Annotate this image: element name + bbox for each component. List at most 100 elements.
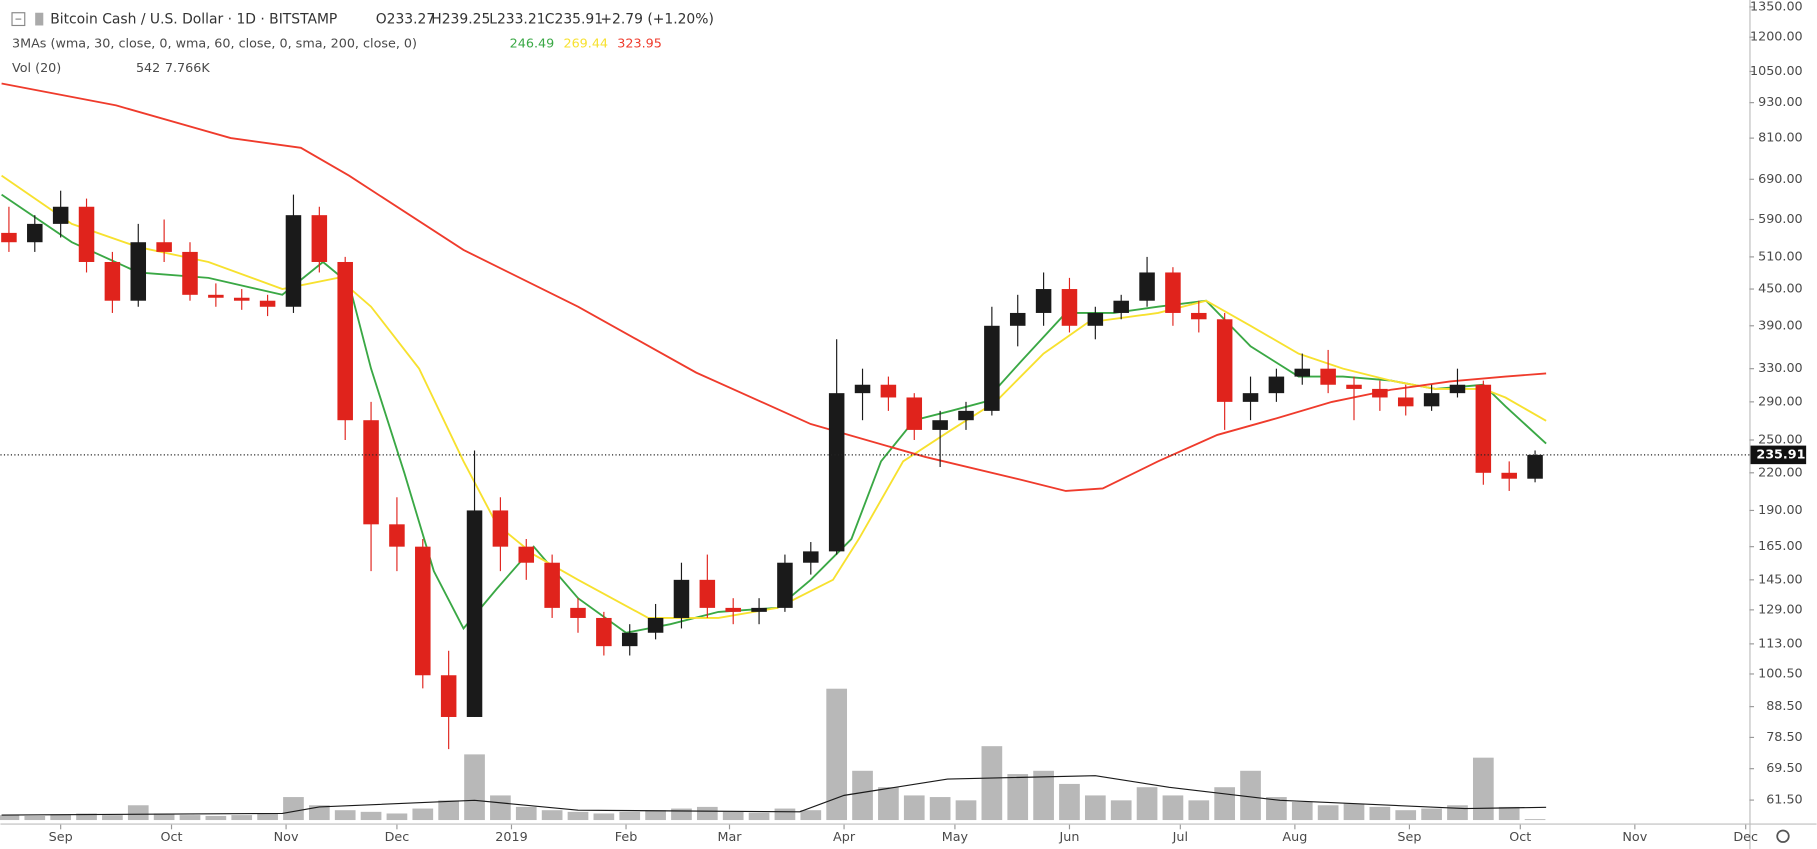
y-tick-label: 165.00 xyxy=(1758,539,1803,554)
candle-body xyxy=(492,510,509,547)
volume-bar xyxy=(826,688,848,821)
volume-bar xyxy=(981,746,1003,821)
collapse-icon[interactable] xyxy=(11,12,26,27)
candle-body xyxy=(104,261,121,301)
price-change: +2.79 (+1.20%) xyxy=(600,12,713,28)
x-tick-label: Apr xyxy=(833,830,856,845)
candle-body xyxy=(1139,272,1155,301)
y-tick-label: 290.00 xyxy=(1758,394,1803,409)
volume-bar xyxy=(0,815,20,821)
moving-average-line xyxy=(1,193,1547,634)
volume-title[interactable]: Vol (20) xyxy=(12,61,61,76)
candle-body xyxy=(311,215,328,262)
x-tick-label: 2019 xyxy=(495,830,527,845)
y-tick-label: 930.00 xyxy=(1758,95,1803,110)
volume-ma-value: 7.766K xyxy=(165,61,210,76)
volume-bar xyxy=(1033,770,1054,821)
y-tick-label: 450.00 xyxy=(1758,282,1803,297)
candle-body xyxy=(1035,289,1052,313)
candle-body xyxy=(1294,368,1311,377)
moving-average-line xyxy=(1,174,1547,619)
volume-bar xyxy=(903,795,925,821)
y-tick-label: 690.00 xyxy=(1758,172,1803,187)
candle-body xyxy=(725,607,741,612)
x-tick-label: Sep xyxy=(1397,830,1421,845)
last-price-tag xyxy=(1750,445,1807,465)
volume-bar xyxy=(955,800,977,821)
indicator-title[interactable]: 3MAs (wma, 30, close, 0, wma, 60, close,… xyxy=(12,37,417,52)
volume-bar xyxy=(50,814,72,821)
volume-bar xyxy=(153,813,175,821)
y-tick-label: 220.00 xyxy=(1758,465,1803,480)
x-tick-label: May xyxy=(942,830,969,845)
volume-bar xyxy=(515,806,537,821)
settings-icon[interactable] xyxy=(1776,829,1790,843)
indicator-value: 323.95 xyxy=(617,37,662,52)
volume-bar xyxy=(878,787,899,821)
volume-bar xyxy=(179,815,201,821)
candle-body xyxy=(854,384,871,394)
volume-bar xyxy=(438,800,460,821)
candle-body xyxy=(1320,368,1336,385)
candle-body xyxy=(621,632,638,647)
y-tick-label: 1200.00 xyxy=(1750,30,1803,45)
x-tick-label: Mar xyxy=(717,830,742,845)
symbol-icon xyxy=(35,12,44,26)
candle-body xyxy=(647,617,664,633)
volume-value: 542 xyxy=(136,61,160,76)
candle-body xyxy=(906,397,923,430)
candle-body xyxy=(777,562,793,608)
y-tick-label: 1350.00 xyxy=(1750,0,1803,14)
volume-bar xyxy=(412,808,434,821)
x-tick-label: Jun xyxy=(1059,830,1080,845)
candle-body xyxy=(415,546,431,676)
ohlc-close: C235.91 xyxy=(545,12,603,28)
y-tick-label: 250.00 xyxy=(1758,432,1803,447)
x-tick-label: Nov xyxy=(274,830,299,845)
x-tick-label: Aug xyxy=(1282,830,1307,845)
candle-body xyxy=(570,607,586,618)
y-tick-label: 61.50 xyxy=(1766,793,1802,808)
volume-ma-line xyxy=(1,775,1547,816)
volume-bar xyxy=(1110,800,1132,821)
volume-bar xyxy=(929,797,951,821)
candle-body xyxy=(337,261,353,421)
candle-body xyxy=(389,524,405,547)
candle-body xyxy=(156,242,172,252)
volume-bar xyxy=(1395,810,1417,821)
candle-body xyxy=(751,607,767,612)
volume-bar xyxy=(1421,808,1442,821)
volume-bar xyxy=(360,811,382,821)
candle-body xyxy=(828,393,845,552)
volume-bar xyxy=(696,806,718,821)
volume-bar xyxy=(722,811,744,821)
x-tick-label: Sep xyxy=(49,830,73,845)
candle-body xyxy=(673,579,690,618)
volume-bar xyxy=(1266,797,1287,821)
candle-body xyxy=(1113,300,1129,313)
candle-body xyxy=(1087,312,1104,326)
candle-body xyxy=(1165,272,1181,313)
indicator-value: 246.49 xyxy=(510,37,555,52)
volume-bar xyxy=(334,810,356,821)
candle-body xyxy=(208,294,224,298)
candle-body xyxy=(1501,472,1517,479)
y-tick-label: 69.50 xyxy=(1766,761,1802,776)
volume-bar xyxy=(490,795,511,821)
x-tick-label: Dec xyxy=(385,830,410,845)
candle-body xyxy=(1346,384,1362,389)
candle-body xyxy=(518,546,535,563)
ohlc-open: O233.27 xyxy=(376,12,435,28)
y-tick-label: 100.50 xyxy=(1758,666,1803,681)
volume-bar xyxy=(308,805,330,821)
candle-body xyxy=(803,551,819,563)
volume-bar xyxy=(645,810,666,821)
legend-area: Bitcoin Cash / U.S. Dollar · 1D · BITSTA… xyxy=(12,12,714,76)
candle-body xyxy=(596,617,612,647)
y-tick-label: 510.00 xyxy=(1758,249,1803,264)
volume-bar xyxy=(1240,770,1261,821)
volume-bar xyxy=(1162,795,1184,821)
x-tick-label: Nov xyxy=(1622,830,1647,845)
